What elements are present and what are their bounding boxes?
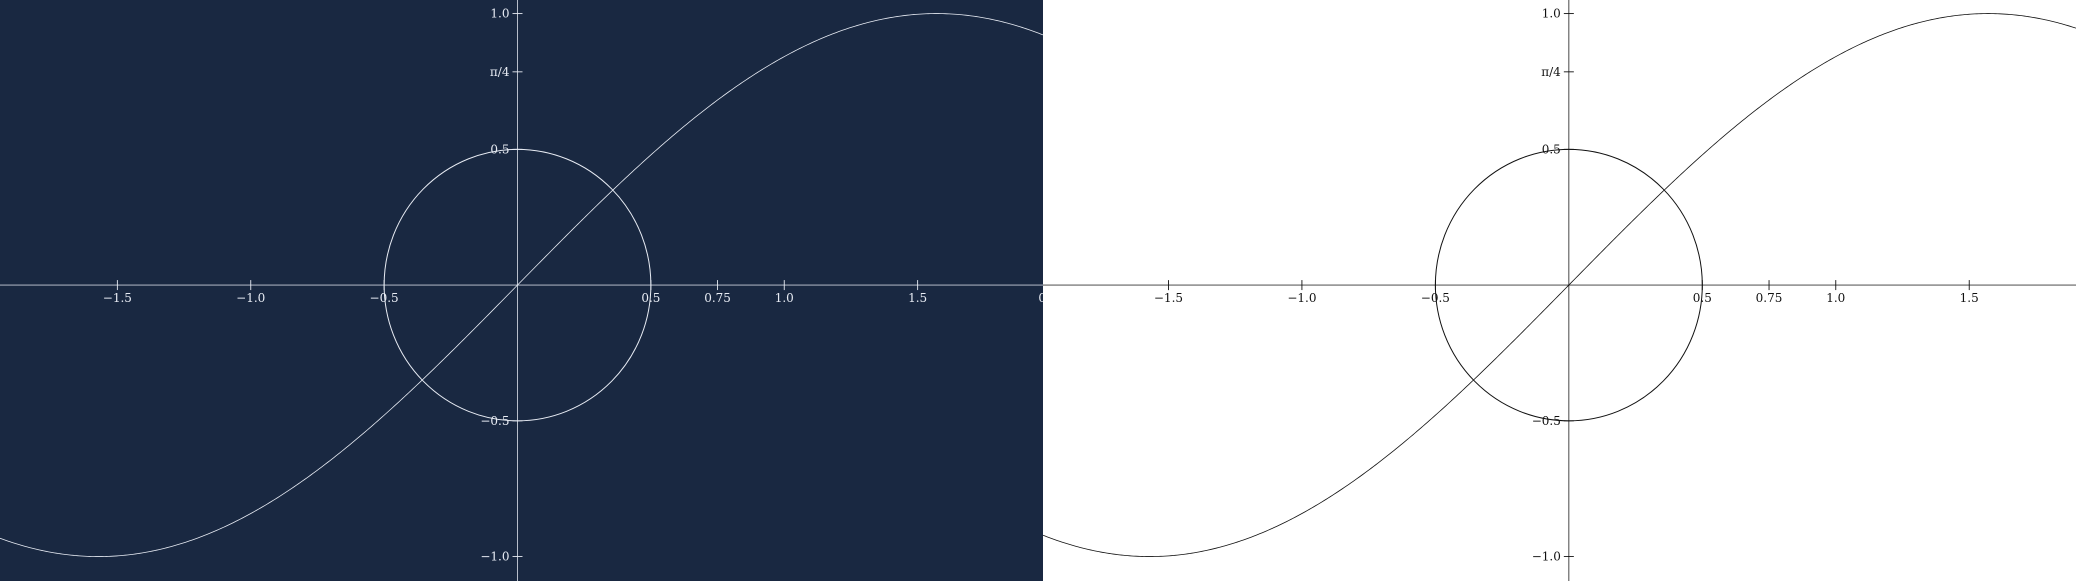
plot-background xyxy=(0,0,1043,581)
y-tick-label: 0.5 xyxy=(490,142,509,156)
plot-background xyxy=(1043,0,2076,581)
plot-panel-dark: −1.5 −1.0 −0.5 0.5 0.75 1.0 1.5 −1.0 −0.5 0.5 π/4 1… xyxy=(0,0,1043,581)
x-tick-label: 1.0 xyxy=(1826,291,1845,305)
x-tick-label: −0.5 xyxy=(1421,291,1450,305)
y-tick-label: −0.5 xyxy=(1532,414,1561,428)
x-tick-label: −1.0 xyxy=(236,291,265,305)
x-tick-label: 1.5 xyxy=(1960,291,1979,305)
sine-curve xyxy=(0,13,1043,557)
x-tick-label: 0.5 xyxy=(641,291,660,305)
y-tick-label: π/4 xyxy=(490,65,510,79)
x-tick-label: −1.5 xyxy=(103,291,132,305)
plot-canvas-light: −1.5 −1.0 −0.5 0.5 0.75 1.0 1.5 −1.0 −0.5 0.5 π/4 1… xyxy=(1043,0,2076,581)
y-tick-label: π/4 xyxy=(1541,65,1561,79)
plot-canvas-dark: −1.5 −1.0 −0.5 0.5 0.75 1.0 1.5 −1.0 −0.5 0.5 π/4 1… xyxy=(0,0,1043,581)
x-tick-label: 1.5 xyxy=(908,291,927,305)
x-tick-label: 0.75 xyxy=(704,291,731,305)
x-tick-label: 0.75 xyxy=(1756,291,1783,305)
circle-curve xyxy=(1434,148,1703,422)
x-tick-label: −1.5 xyxy=(1154,291,1183,305)
y-tick-label: 1.0 xyxy=(1542,7,1561,21)
y-tick-label: 0.5 xyxy=(1542,142,1561,156)
circle-curve xyxy=(383,148,652,422)
x-tick-label-edge: 0 xyxy=(1038,291,1043,305)
sine-curve xyxy=(1043,13,2076,557)
plot-panel-light: −1.5 −1.0 −0.5 0.5 0.75 1.0 1.5 −1.0 −0.5 0.5 π/4 1… xyxy=(1043,0,2076,581)
y-tick-label: −1.0 xyxy=(1532,550,1561,564)
x-tick-label: 1.0 xyxy=(775,291,794,305)
x-tick-label: 0.5 xyxy=(1693,291,1712,305)
y-tick-label: −1.0 xyxy=(480,550,509,564)
x-tick-label: −0.5 xyxy=(370,291,399,305)
y-tick-label: −0.5 xyxy=(480,414,509,428)
y-tick-label: 1.0 xyxy=(490,7,509,21)
x-tick-label: −1.0 xyxy=(1287,291,1316,305)
